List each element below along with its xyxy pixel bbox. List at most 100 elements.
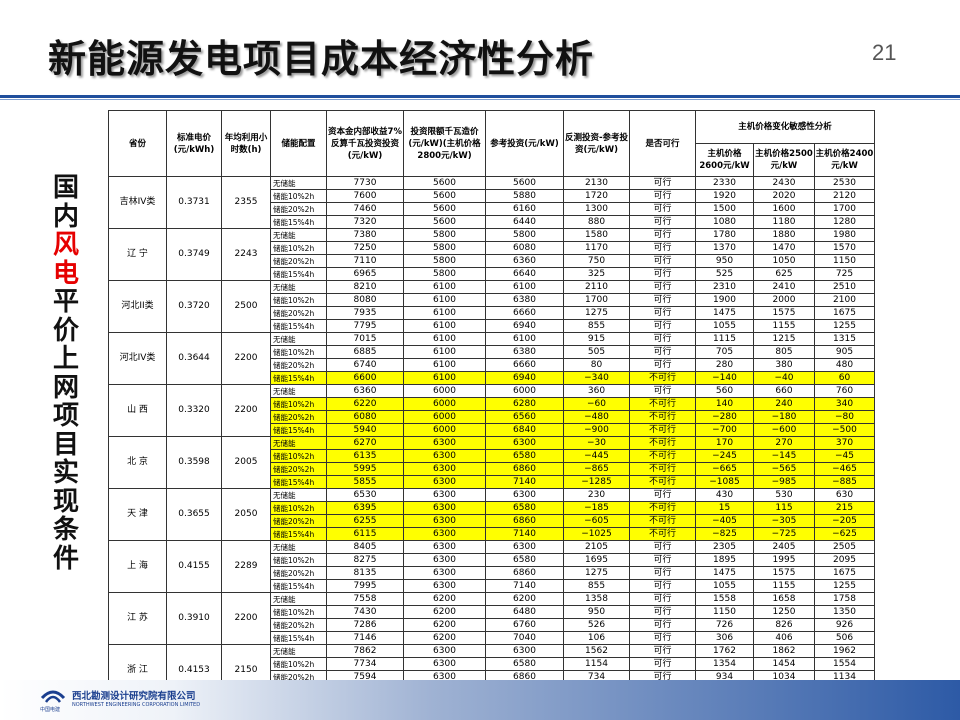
feasible-cell: 不可行 xyxy=(629,371,696,385)
price-2400-cell: 1350 xyxy=(813,605,876,619)
col-header-price-2400: 主机价格2400元/kW xyxy=(813,143,876,177)
price-2500-cell: −40 xyxy=(753,371,815,385)
price-2400-cell: 760 xyxy=(813,384,876,398)
storage-cell: 无储能 xyxy=(270,592,327,606)
invest-limit-cell: 6300 xyxy=(403,540,486,554)
feasible-cell: 可行 xyxy=(629,202,696,216)
capital-invest-cell: 5855 xyxy=(326,475,404,489)
price-2500-cell: 625 xyxy=(753,267,815,281)
capital-invest-cell: 6600 xyxy=(326,371,404,385)
table-row: 储能15%4h 5940 6000 6840 −900 不可行 −700 −600 −500 xyxy=(109,423,876,437)
feasible-cell: 可行 xyxy=(629,358,696,372)
feasible-cell: 可行 xyxy=(629,189,696,203)
ref-invest-cell: 6860 xyxy=(485,566,564,580)
feasible-cell: 可行 xyxy=(629,488,696,502)
storage-cell: 储能10%2h xyxy=(270,241,327,255)
price-2500-cell: 660 xyxy=(753,384,815,398)
price-2500-cell: 1470 xyxy=(753,241,815,255)
invest-limit-cell: 6200 xyxy=(403,592,486,606)
storage-cell: 储能20%2h xyxy=(270,358,327,372)
side-title-char: 目 xyxy=(52,429,79,460)
capital-invest-cell: 6270 xyxy=(326,436,404,450)
invest-limit-cell: 6300 xyxy=(403,488,486,502)
diff-cell: 915 xyxy=(563,332,630,346)
ref-invest-cell: 6360 xyxy=(485,254,564,268)
feasible-cell: 可行 xyxy=(629,228,696,242)
price-2400-cell: 1150 xyxy=(813,254,876,268)
feasible-cell: 可行 xyxy=(629,306,696,320)
feasible-cell: 可行 xyxy=(629,592,696,606)
price-2600-cell: 280 xyxy=(695,358,754,372)
capital-invest-cell: 6395 xyxy=(326,501,404,515)
diff-cell: −900 xyxy=(563,423,630,437)
organization-name-en: NORTHWEST ENGINEERING CORPORATION LIMITE… xyxy=(72,702,201,708)
hours-cell: 2050 xyxy=(221,488,271,541)
page-number: 21 xyxy=(872,40,897,65)
feasible-cell: 不可行 xyxy=(629,410,696,424)
ref-invest-cell: 6380 xyxy=(485,345,564,359)
province-cell: 江 苏 xyxy=(108,592,167,645)
feasible-cell: 可行 xyxy=(629,631,696,645)
diff-cell: 1562 xyxy=(563,644,630,658)
price-2400-cell: 1255 xyxy=(813,319,876,333)
storage-cell: 储能10%2h xyxy=(270,605,327,619)
storage-cell: 储能10%2h xyxy=(270,657,327,671)
capital-invest-cell: 8275 xyxy=(326,553,404,567)
storage-cell: 无储能 xyxy=(270,644,327,658)
table-row: 辽 宁 0.3749 2243 无储能 7380 5800 5800 1580 可行 1780 18… xyxy=(108,228,876,281)
province-cell: 山 西 xyxy=(108,384,167,437)
storage-cell: 无储能 xyxy=(270,228,327,242)
feasible-cell: 可行 xyxy=(629,254,696,268)
table-row: 浙 江 0.4153 2150 无储能 7862 6300 6300 1562 可行 1762 18… xyxy=(108,644,876,697)
price-2600-cell: 1115 xyxy=(695,332,754,346)
capital-invest-cell: 7862 xyxy=(326,644,404,658)
price-2600-cell: 560 xyxy=(695,384,754,398)
capital-invest-cell: 7795 xyxy=(326,319,404,333)
price-2600-cell: 1055 xyxy=(695,319,754,333)
province-cell: 上 海 xyxy=(108,540,167,593)
price-2400-cell: −205 xyxy=(813,514,876,528)
table-row: 储能20%2h 8135 6300 6860 1275 可行 1475 1575 1675 xyxy=(109,566,876,580)
price-2500-cell: 380 xyxy=(753,358,815,372)
invest-limit-cell: 6300 xyxy=(403,501,486,515)
ref-invest-cell: 6000 xyxy=(485,384,564,398)
diff-cell: −1025 xyxy=(563,527,630,541)
diff-cell: −1285 xyxy=(563,475,630,489)
data-table: 省份 标准电价(元/kWh) 年均利用小时数(h) 储能配置 资本金内部收益7%… xyxy=(108,110,876,697)
diff-cell: 950 xyxy=(563,605,630,619)
capital-invest-cell: 5995 xyxy=(326,462,404,476)
table-row: 储能20%2h 7286 6200 6760 526 可行 726 826 926 xyxy=(109,618,876,632)
price-2400-cell: −465 xyxy=(813,462,876,476)
price-2500-cell: 270 xyxy=(753,436,815,450)
diff-cell: 750 xyxy=(563,254,630,268)
price-2500-cell: −725 xyxy=(753,527,815,541)
price-2600-cell: 15 xyxy=(695,501,754,515)
feasible-cell: 不可行 xyxy=(629,423,696,437)
table-row: 山 西 0.3320 2200 无储能 6360 6000 6000 360 可行 560 660 7… xyxy=(108,384,876,437)
feasible-cell: 可行 xyxy=(629,618,696,632)
feasible-cell: 可行 xyxy=(629,644,696,658)
storage-cell: 储能15%4h xyxy=(270,579,327,593)
price-2600-cell: −665 xyxy=(695,462,754,476)
price-2400-cell: 926 xyxy=(813,618,876,632)
price-2500-cell: 1180 xyxy=(753,215,815,229)
table-row: 储能10%2h 6220 6000 6280 −60 不可行 140 240 340 xyxy=(109,397,876,411)
price-2400-cell: −500 xyxy=(813,423,876,437)
ref-invest-cell: 6640 xyxy=(485,267,564,281)
capital-invest-cell: 6255 xyxy=(326,514,404,528)
col-header-hours: 年均利用小时数(h) xyxy=(221,110,271,177)
invest-limit-cell: 6100 xyxy=(403,345,486,359)
feasible-cell: 可行 xyxy=(629,241,696,255)
organization-name: 西北勘测设计研究院有限公司 xyxy=(72,691,196,702)
price-2400-cell: 2095 xyxy=(813,553,876,567)
price-2500-cell: 2000 xyxy=(753,293,815,307)
diff-cell: −185 xyxy=(563,501,630,515)
ref-invest-cell: 6860 xyxy=(485,462,564,476)
capital-invest-cell: 7460 xyxy=(326,202,404,216)
price-2600-cell: 306 xyxy=(695,631,754,645)
capital-invest-cell: 6080 xyxy=(326,410,404,424)
price-2400-cell: 1675 xyxy=(813,306,876,320)
price-2600-cell: 1055 xyxy=(695,579,754,593)
brand-name: 中国电建 xyxy=(40,707,61,713)
col-header-ref-invest: 参考投资(元/kW) xyxy=(485,110,564,177)
